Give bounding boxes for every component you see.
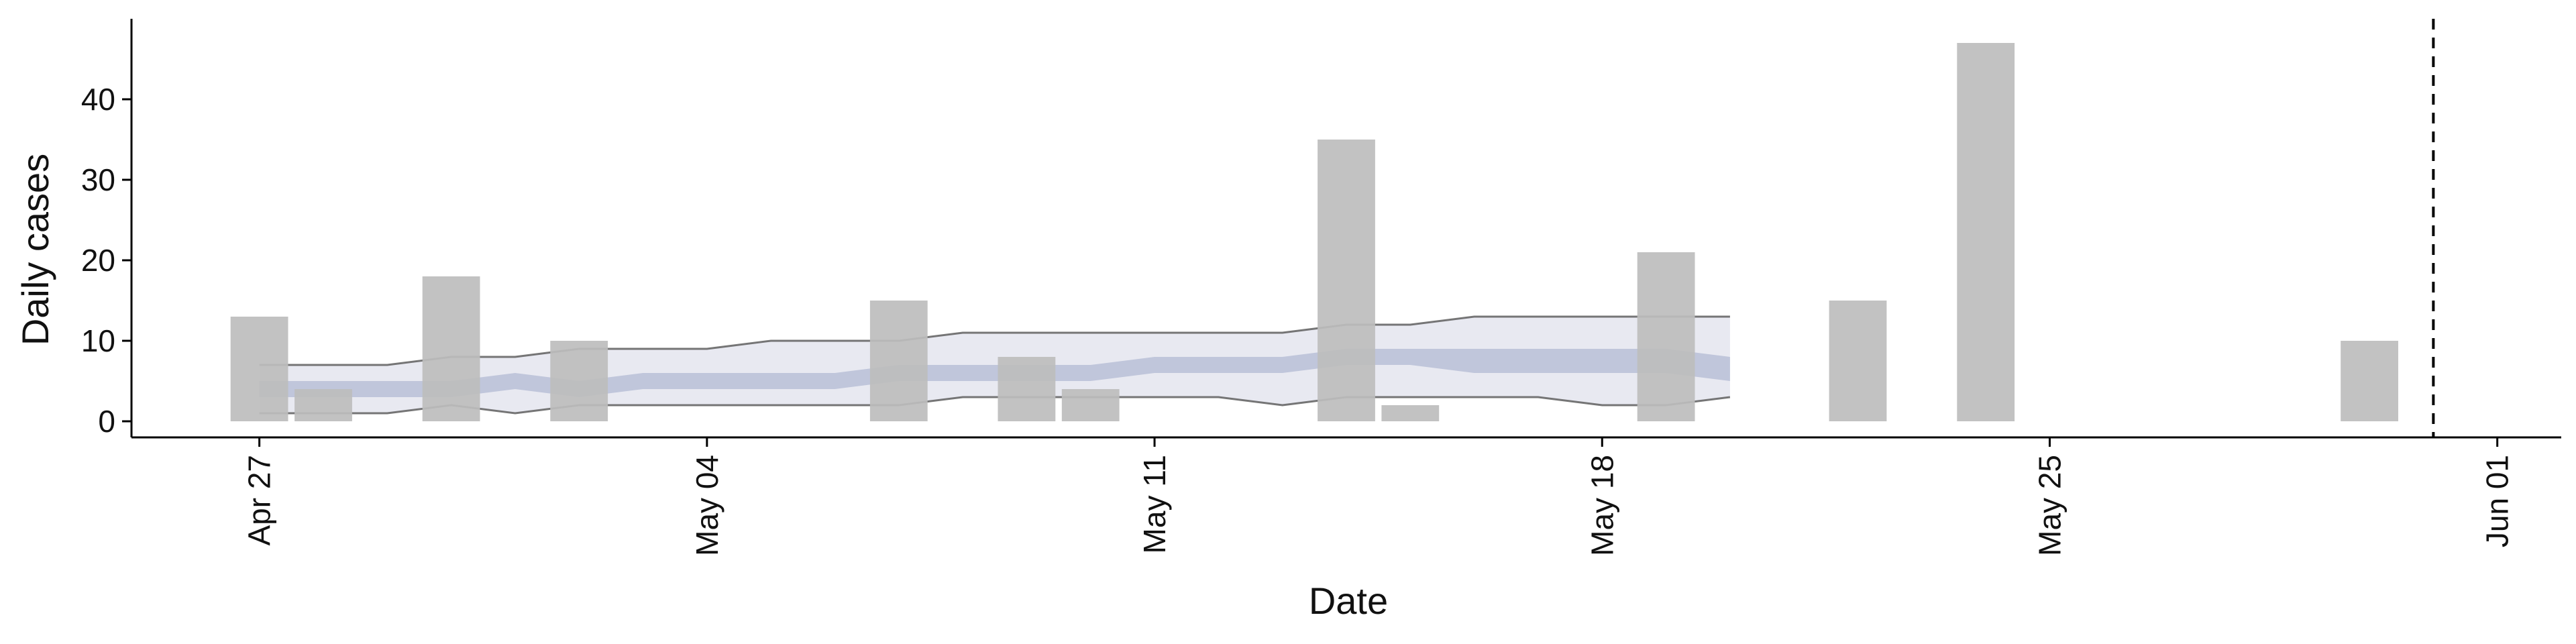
x-ticks: Apr 27 May 04 May 11 May 18 May 25 Jun 01 (242, 437, 2515, 556)
x-axis-title: Date (1309, 580, 1388, 622)
y-ticks: 0 10 20 30 40 (81, 82, 131, 439)
bar (998, 357, 1056, 421)
y-tick-label: 20 (81, 243, 115, 278)
outer-band-upper-line (259, 315, 1730, 366)
x-tick-label: Apr 27 (242, 455, 277, 546)
y-tick-label: 30 (81, 162, 115, 197)
bar (2341, 341, 2398, 421)
bar (230, 317, 288, 421)
bar (422, 276, 480, 421)
bar (1061, 389, 1120, 421)
bar (1381, 405, 1440, 421)
bar (1637, 252, 1695, 421)
bar (294, 389, 352, 421)
bar (869, 301, 928, 421)
x-tick-label: May 11 (1137, 455, 1172, 553)
x-tick-label: Jun 01 (2480, 455, 2515, 547)
x-tick-label: May 18 (1585, 455, 1619, 556)
bar (550, 341, 608, 421)
daily-case-bars (230, 43, 2398, 421)
y-tick-label: 0 (98, 404, 115, 439)
x-tick-label: May 25 (2033, 455, 2068, 556)
outer-band-lower-line (259, 396, 1731, 415)
y-tick-label: 40 (81, 82, 115, 117)
x-tick-label: May 04 (690, 455, 724, 556)
y-axis-title: Daily cases (14, 154, 56, 345)
bar (1829, 301, 1887, 421)
y-tick-label: 10 (81, 323, 115, 358)
axes (130, 19, 2561, 439)
bar (1957, 43, 2015, 421)
bar (1318, 140, 1375, 421)
